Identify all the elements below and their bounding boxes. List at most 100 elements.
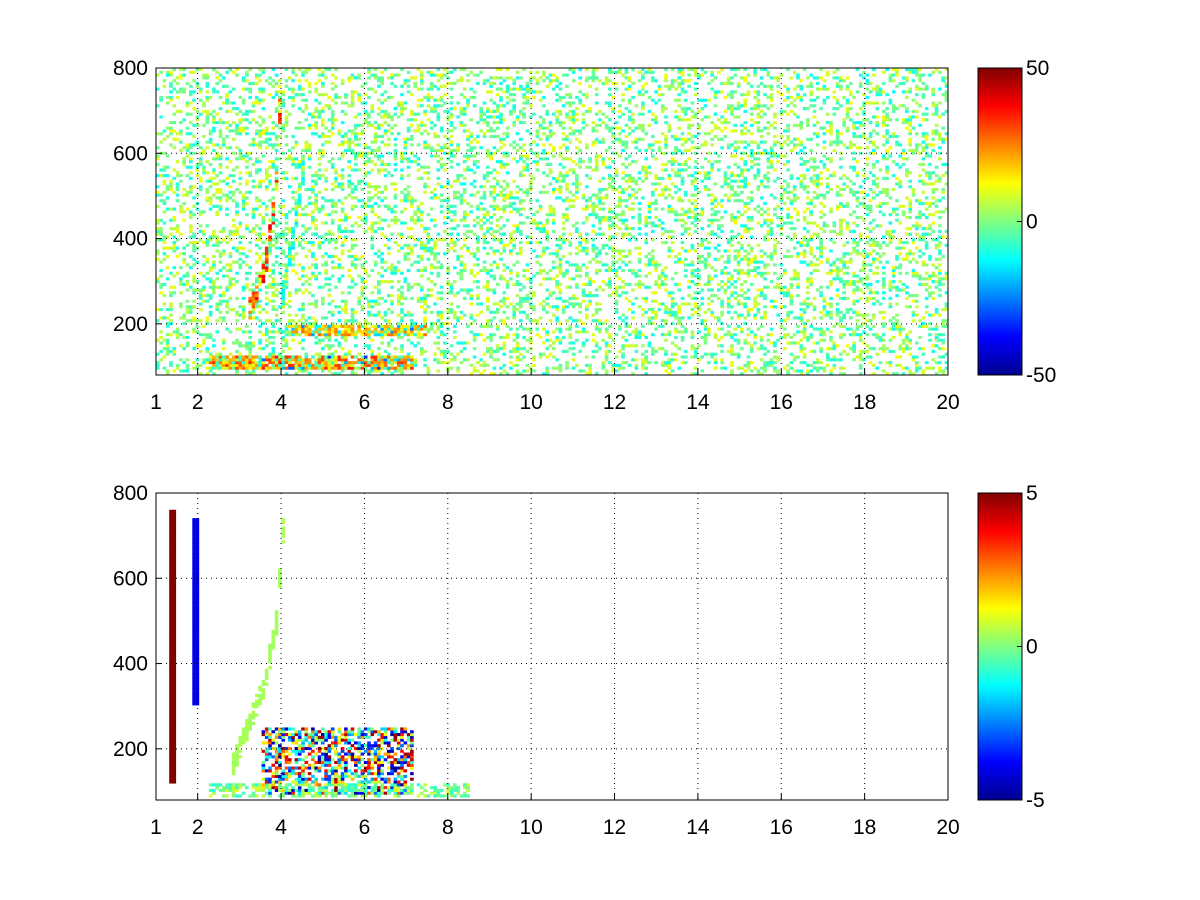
- heatmap-cell: [225, 274, 229, 278]
- heatmap-cell: [453, 154, 457, 158]
- heatmap-cell: [512, 246, 516, 250]
- heatmap-cell: [413, 84, 417, 88]
- heatmap-cell: [340, 176, 345, 180]
- heatmap-cell: [624, 179, 629, 183]
- heatmap-cell: [575, 179, 579, 183]
- heatmap-cell: [426, 227, 431, 231]
- heatmap-cell: [538, 123, 543, 127]
- heatmap-cell: [522, 199, 526, 203]
- heatmap-cell: [301, 213, 305, 217]
- heatmap-cell: [420, 349, 424, 353]
- heatmap-cell: [264, 344, 269, 348]
- heatmap-cell: [383, 185, 388, 189]
- heatmap-cell: [304, 146, 309, 150]
- heatmap-cell: [509, 238, 513, 242]
- heatmap-cell: [344, 302, 348, 306]
- heatmap-cell: [307, 282, 312, 286]
- heatmap-cell: [281, 235, 285, 239]
- heatmap-cell: [159, 132, 163, 136]
- heatmap-cell: [436, 291, 441, 295]
- heatmap-cell: [585, 294, 589, 298]
- heatmap-cell: [515, 335, 520, 340]
- heatmap-cell: [486, 280, 490, 284]
- heatmap-cell: [545, 76, 549, 80]
- heatmap-cell: [189, 185, 193, 189]
- heatmap-cell: [159, 229, 163, 233]
- heatmap-cell: [195, 363, 200, 367]
- heatmap-cell: [185, 358, 190, 362]
- heatmap-cell: [598, 308, 602, 312]
- heatmap-cell: [284, 271, 289, 275]
- heatmap-cell: [189, 132, 193, 136]
- heatmap-cell: [218, 154, 223, 158]
- heatmap-cell: [509, 327, 513, 331]
- heatmap-cell: [321, 93, 325, 97]
- heatmap-cell: [231, 361, 236, 365]
- heatmap-cell: [403, 140, 408, 144]
- heatmap-cell: [288, 319, 292, 323]
- heatmap-cell: [621, 280, 625, 284]
- heatmap-cell: [594, 232, 599, 236]
- heatmap-cell: [462, 243, 467, 247]
- heatmap-cell: [274, 358, 279, 362]
- heatmap-cell: [271, 84, 276, 88]
- heatmap-cell: [268, 341, 272, 345]
- heatmap-cell: [258, 324, 262, 328]
- heatmap-cell: [271, 361, 276, 365]
- heatmap-cell: [251, 310, 256, 314]
- heatmap-cell: [420, 165, 424, 169]
- heatmap-cell: [258, 179, 262, 183]
- heatmap-cell: [621, 81, 625, 86]
- heatmap-cell: [258, 98, 262, 102]
- heatmap-cell: [552, 146, 556, 150]
- heatmap-cell: [390, 366, 394, 370]
- heatmap-cell: [311, 132, 315, 136]
- heatmap-cell: [363, 118, 368, 122]
- heatmap-cell: [499, 121, 503, 125]
- heatmap-cell: [354, 266, 358, 270]
- heatmap-cell: [482, 213, 487, 217]
- heatmap-cell: [420, 257, 424, 261]
- heatmap-cell: [182, 90, 186, 94]
- heatmap-cell: [271, 210, 276, 214]
- heatmap-cell: [208, 313, 213, 317]
- heatmap-cell: [416, 268, 421, 273]
- heatmap-cell: [172, 246, 177, 250]
- heatmap-cell: [291, 257, 295, 261]
- heatmap-cell: [515, 282, 520, 286]
- heatmap-cell: [624, 199, 629, 203]
- heatmap-cell: [291, 268, 295, 273]
- heatmap-cell: [377, 302, 381, 306]
- heatmap-cell: [255, 271, 259, 275]
- heatmap-cell: [360, 132, 365, 136]
- heatmap-cell: [631, 302, 635, 306]
- heatmap-cell: [532, 355, 536, 359]
- heatmap-cell: [459, 263, 464, 267]
- heatmap-cell: [307, 90, 312, 94]
- heatmap-cell: [334, 204, 338, 208]
- heatmap-cell: [383, 143, 388, 147]
- heatmap-cell: [423, 146, 427, 150]
- heatmap-cell: [383, 366, 388, 370]
- heatmap-cell: [255, 363, 259, 367]
- heatmap-cell: [189, 254, 193, 259]
- heatmap-cell: [330, 232, 335, 236]
- heatmap-cell: [585, 165, 589, 169]
- heatmap-cell: [627, 227, 632, 231]
- heatmap-cell: [373, 154, 378, 158]
- heatmap-cell: [228, 238, 233, 242]
- heatmap-cell: [367, 182, 371, 186]
- heatmap-cell: [330, 118, 335, 122]
- heatmap-cell: [446, 76, 450, 80]
- heatmap-cell: [406, 355, 411, 359]
- heatmap-cell: [264, 174, 269, 178]
- heatmap-cell: [459, 271, 464, 275]
- heatmap-cell: [532, 308, 536, 312]
- heatmap-cell: [297, 333, 302, 337]
- heatmap-cell: [525, 268, 530, 273]
- heatmap-cell: [446, 327, 450, 331]
- heatmap-cell: [548, 207, 553, 211]
- heatmap-cell: [255, 101, 259, 105]
- heatmap-cell: [284, 241, 289, 245]
- heatmap-cell: [413, 238, 417, 242]
